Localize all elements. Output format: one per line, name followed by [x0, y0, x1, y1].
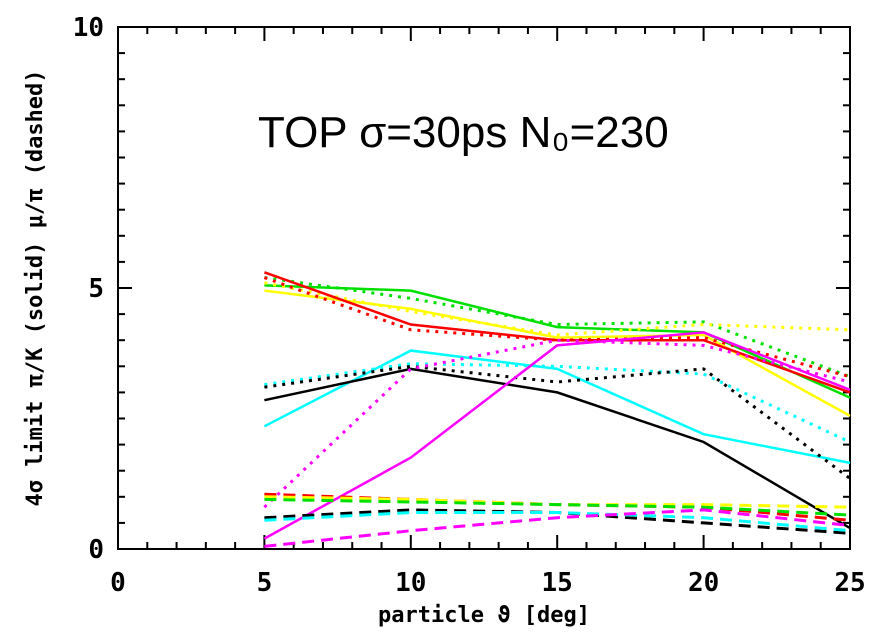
y-tick-label: 5	[88, 274, 104, 304]
series-line-18-dashed	[264, 508, 851, 548]
y-tick-label: 10	[73, 13, 104, 43]
y-axis-title: 4σ limit π/K (solid) μ/π (dashed)	[23, 69, 48, 506]
series-line-12-dotted	[263, 338, 851, 509]
series-line-4-dotted	[264, 281, 851, 337]
series-line-5-solid	[263, 271, 851, 394]
series-line-8-dotted	[264, 362, 851, 444]
series-line-9-solid	[264, 367, 851, 530]
x-tick-label: 15	[542, 568, 573, 598]
series-layer	[263, 271, 851, 548]
x-tick-label: 25	[834, 568, 865, 598]
series-line-15-dashed	[264, 497, 851, 517]
chart-annotation: TOP σ=30ps N₀=230	[258, 108, 669, 157]
x-axis-title: particle ϑ [deg]	[378, 603, 590, 628]
x-tick-label: 10	[395, 568, 426, 598]
tick-labels: 0 5 10 15 20 25 0 5 10	[73, 13, 866, 598]
series-line-11-solid	[263, 331, 851, 540]
series-line-17-dashed	[264, 511, 851, 533]
axis-ticks	[117, 26, 851, 550]
x-tick-label: 0	[110, 568, 126, 598]
series-line-2-dotted	[264, 276, 851, 379]
series-line-1-solid	[264, 284, 851, 399]
x-tick-label: 5	[257, 568, 273, 598]
series-line-3-solid	[264, 289, 851, 417]
x-tick-label: 20	[688, 568, 719, 598]
y-tick-label: 0	[88, 535, 104, 565]
series-line-7-solid	[263, 349, 851, 465]
plot-frame	[117, 26, 851, 550]
series-line-10-dotted	[264, 364, 851, 480]
